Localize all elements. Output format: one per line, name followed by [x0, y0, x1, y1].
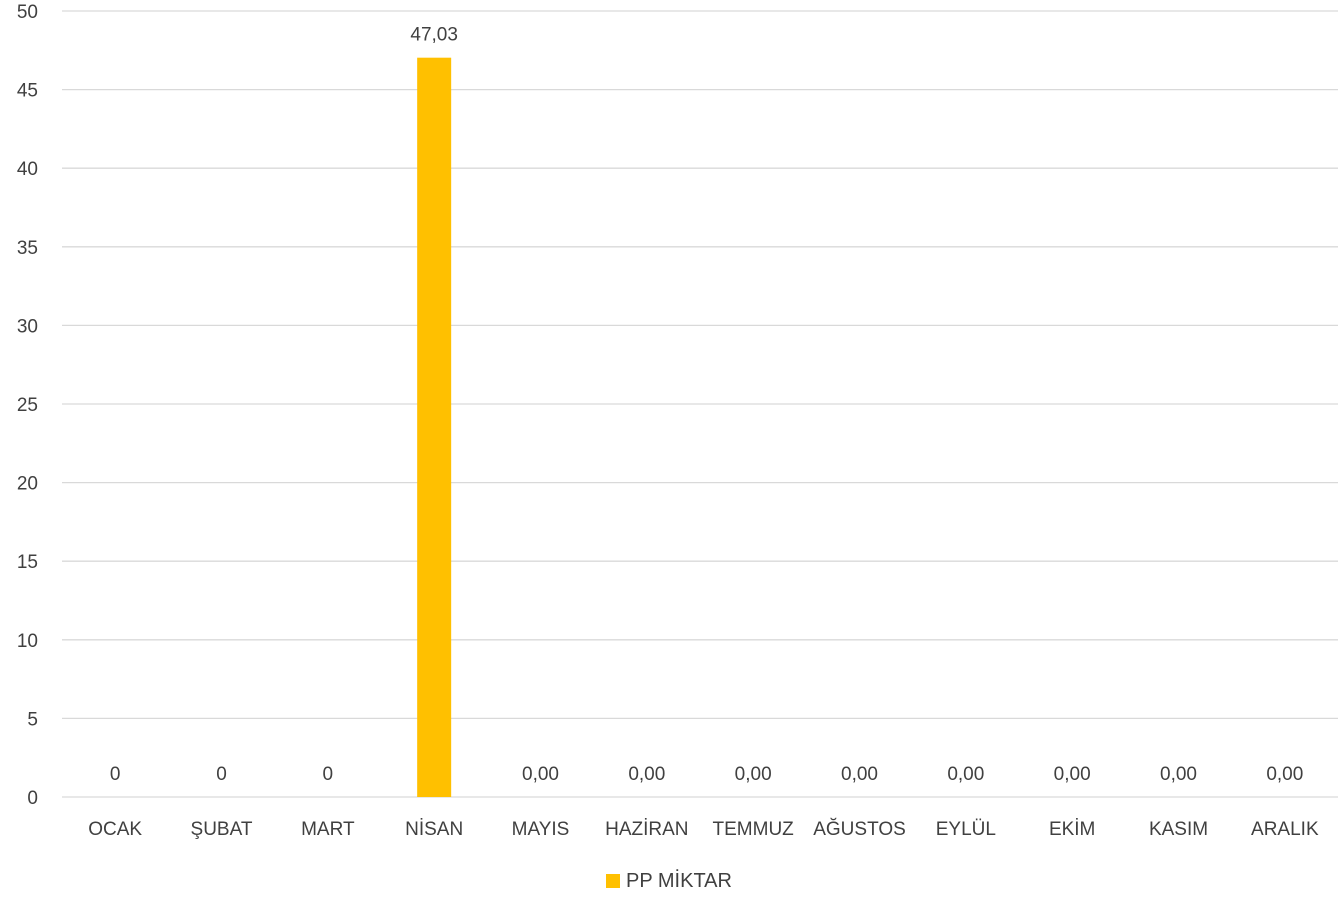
x-tick-label: TEMMUZ	[713, 819, 795, 840]
y-tick-label: 50	[17, 2, 38, 23]
data-labels: 0 0 0 47,03 0,00 0,00 0,00 0,00 0,00 0,00 0,00 0,00	[110, 25, 1303, 785]
gridlines	[62, 10, 1338, 798]
legend-label: PP MİKTAR	[626, 870, 732, 892]
data-label: 0,00	[735, 764, 772, 785]
y-axis-ticks: 0 5 10 15 20 25 30 35 40 45 50	[17, 2, 38, 809]
y-tick-label: 15	[17, 552, 38, 573]
y-tick-label: 40	[17, 159, 38, 180]
x-tick-label: MART	[301, 819, 355, 840]
bars	[417, 57, 452, 797]
x-tick-label: KASIM	[1149, 819, 1208, 840]
data-label: 0,00	[947, 764, 984, 785]
data-label: 0	[323, 764, 334, 785]
y-tick-label: 45	[17, 81, 38, 102]
data-label: 0	[216, 764, 227, 785]
y-tick-label: 20	[17, 474, 38, 495]
bar-ni̇san	[417, 57, 452, 797]
x-tick-label: HAZİRAN	[605, 819, 688, 840]
y-tick-label: 5	[27, 709, 38, 730]
x-tick-label: MAYIS	[512, 819, 570, 840]
legend: PP MİKTAR	[0, 870, 1338, 893]
x-tick-label: ŞUBAT	[191, 819, 253, 840]
data-label: 47,03	[410, 25, 458, 46]
x-tick-label: EYLÜL	[936, 819, 996, 840]
x-tick-label: EKİM	[1049, 819, 1095, 840]
data-label: 0,00	[522, 764, 559, 785]
legend-swatch	[606, 874, 621, 888]
data-label: 0,00	[1054, 764, 1091, 785]
y-tick-label: 35	[17, 238, 38, 259]
x-tick-label: NİSAN	[405, 819, 463, 840]
y-tick-label: 0	[27, 788, 38, 809]
x-tick-label: AĞUSTOS	[813, 818, 906, 840]
y-tick-label: 10	[17, 631, 38, 652]
x-axis-ticks: OCAK ŞUBAT MART NİSAN MAYIS HAZİRAN TEMMUZ AĞUS…	[88, 818, 1319, 840]
y-tick-label: 25	[17, 395, 38, 416]
data-label: 0,00	[841, 764, 878, 785]
y-tick-label: 30	[17, 316, 38, 337]
x-tick-label: ARALIK	[1251, 819, 1319, 840]
x-tick-label: OCAK	[88, 819, 142, 840]
data-label: 0	[110, 764, 121, 785]
data-label: 0,00	[1266, 764, 1303, 785]
data-label: 0,00	[1160, 764, 1197, 785]
data-label: 0,00	[628, 764, 665, 785]
